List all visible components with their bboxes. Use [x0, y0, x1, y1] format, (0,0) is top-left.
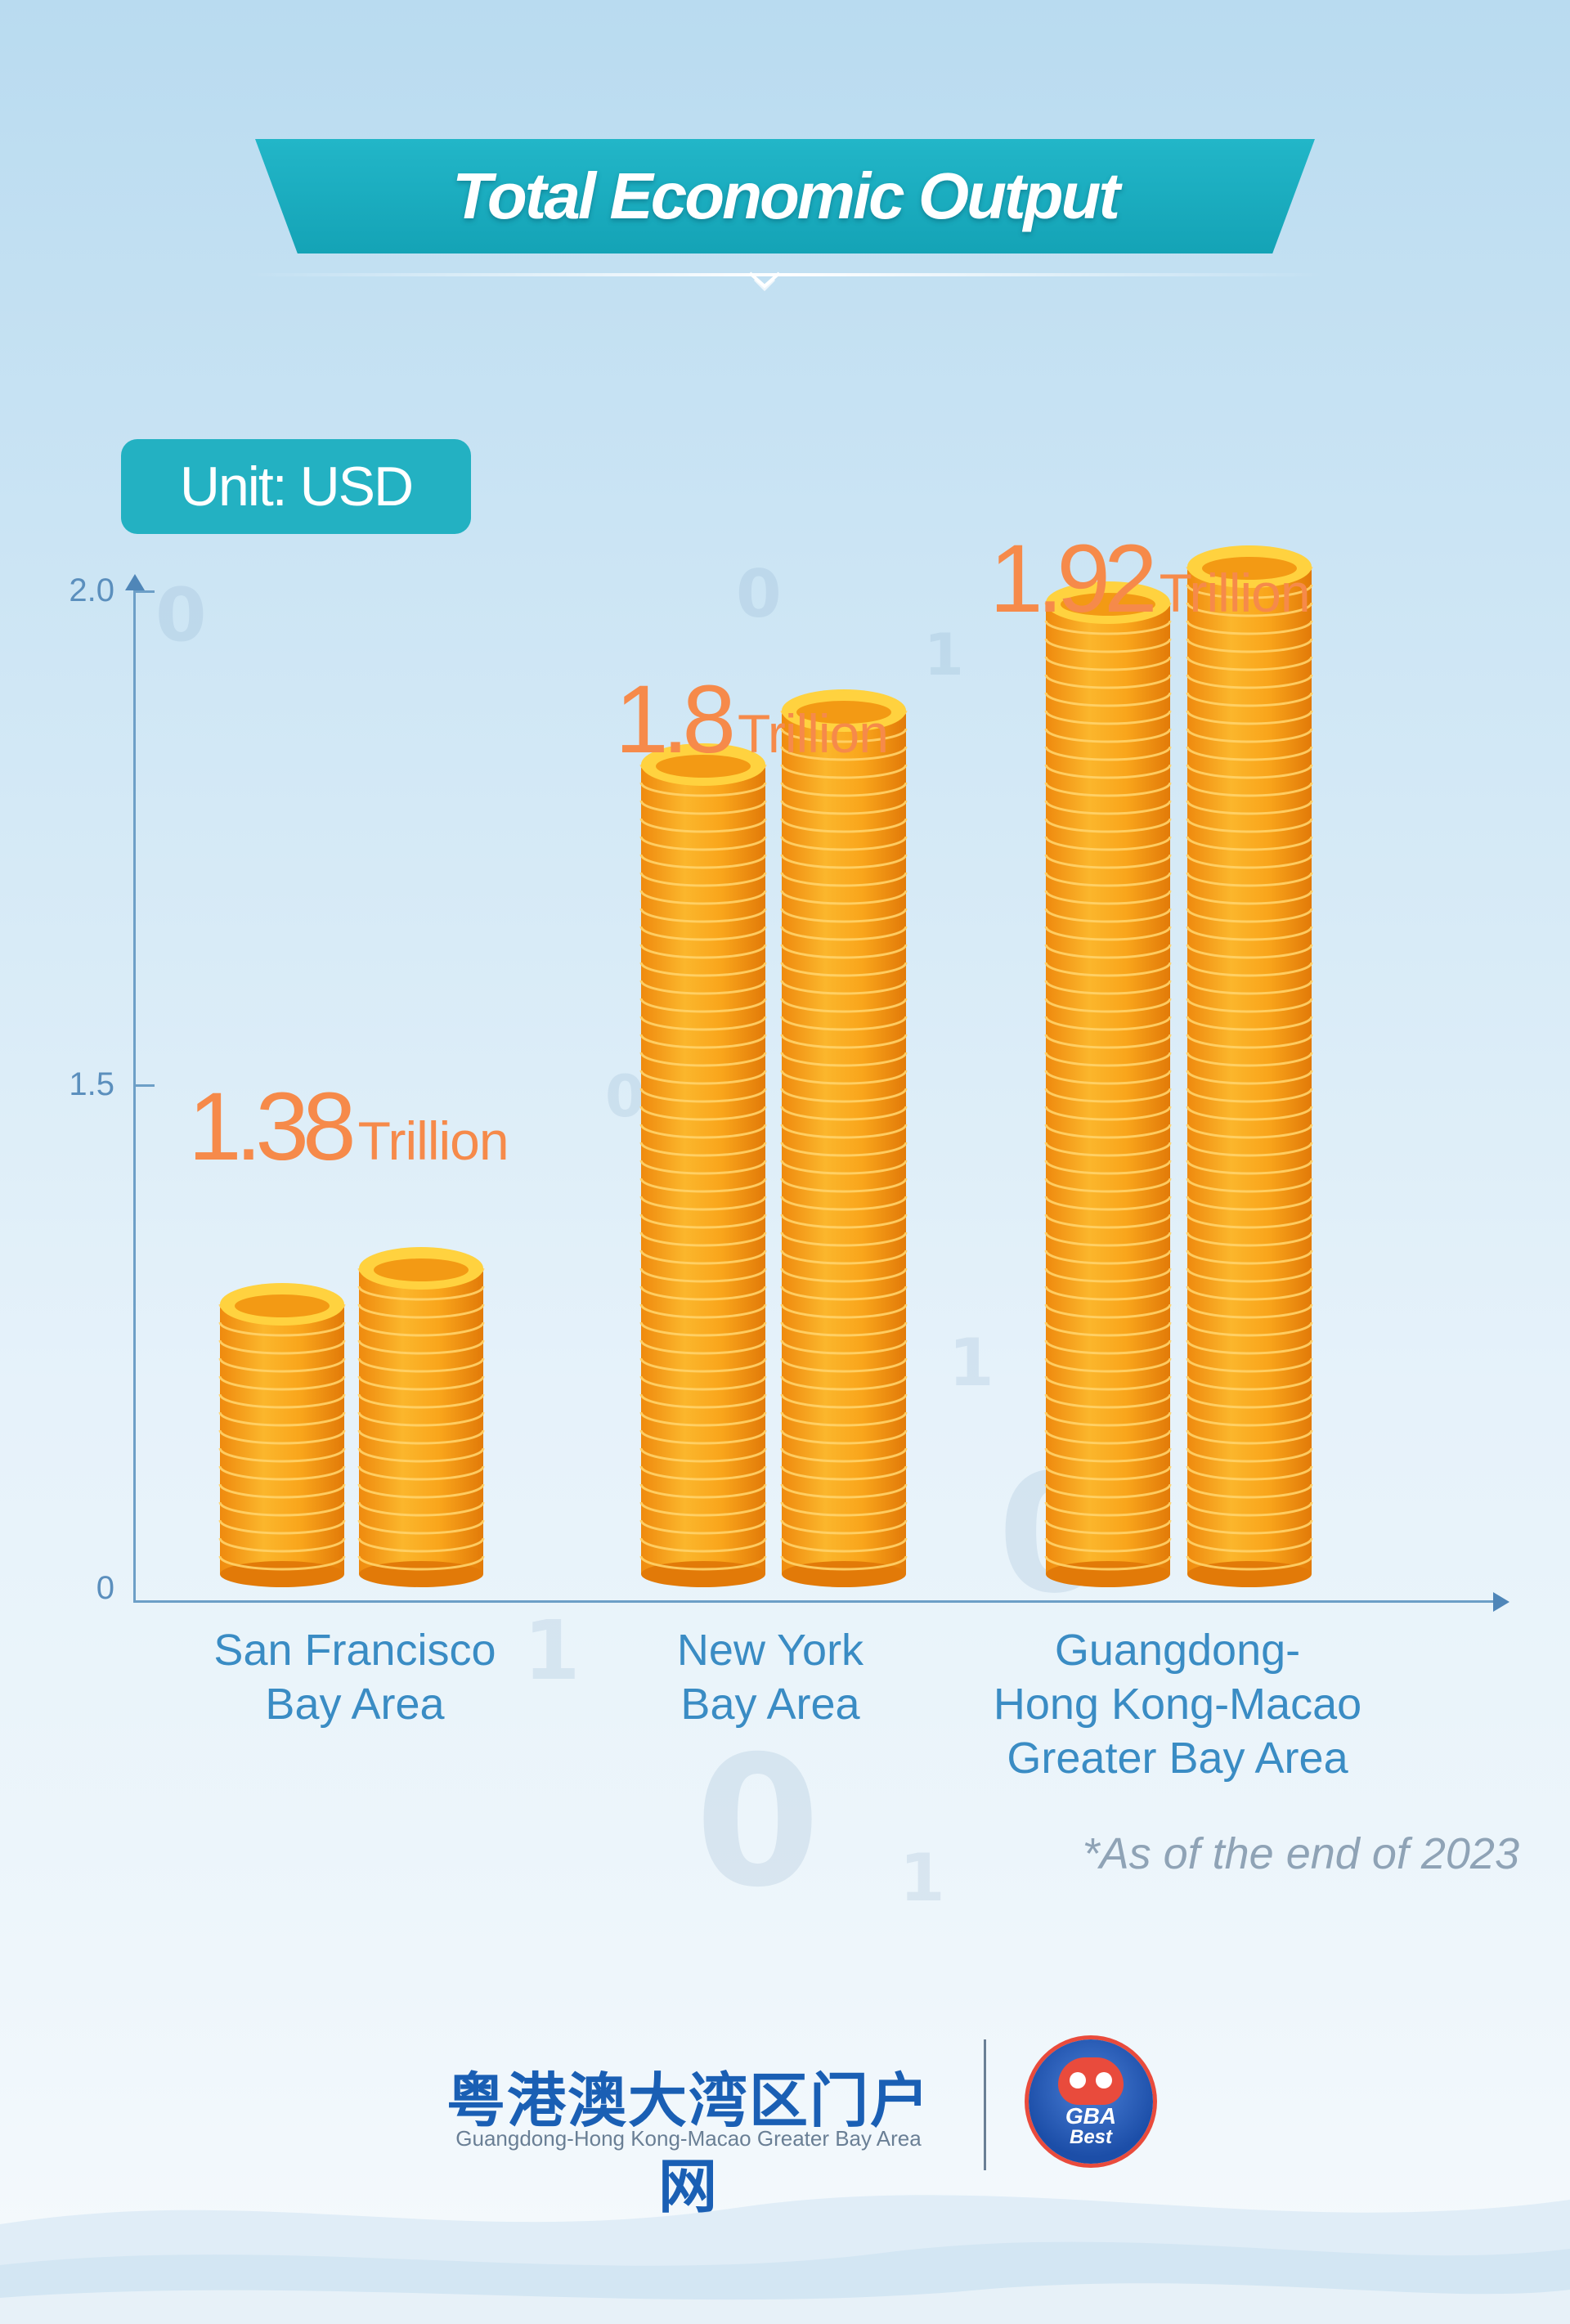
value-label-gba: 1.92 Trillion [989, 523, 1311, 635]
logo-text-gba: GBA [1065, 2103, 1117, 2129]
gba-best-logo-icon: GBA Best [1029, 2039, 1153, 2164]
footer-brand-cn: 粤港澳大湾区门户网 [446, 2069, 931, 2220]
coin-stack-icon [1186, 545, 1313, 1587]
y-axis [133, 585, 136, 1603]
y-tick-label: 2.0 [69, 572, 114, 608]
chevron-down-icon [748, 271, 781, 292]
value-number: 1.8 [615, 666, 736, 774]
footer-brand-en: Guangdong-Hong Kong-Macao Greater Bay Ar… [455, 2126, 922, 2151]
bottom-wave [0, 2195, 1570, 2324]
footer-divider [984, 2039, 986, 2170]
y-tick-mark [133, 1084, 155, 1087]
y-axis-arrow-icon [125, 574, 145, 590]
category-label-sf: San Francisco Bay Area [213, 1626, 496, 1729]
page-title: Total Economic Output [452, 159, 1120, 232]
coin-stack-icon [639, 743, 767, 1587]
value-unit: Trillion [357, 1110, 509, 1171]
banner-underline [245, 273, 1325, 276]
value-number: 1.38 [188, 1073, 357, 1181]
value-unit: Trillion [1159, 563, 1311, 623]
coin-stack-icon [357, 1247, 485, 1587]
category-label-ny: New York Bay Area [676, 1626, 864, 1729]
value-unit: Trillion [738, 703, 889, 764]
value-label-sf: 1.38 Trillion [188, 1071, 509, 1182]
value-number: 1.92 [989, 525, 1158, 633]
y-tick-label: 1.5 [69, 1066, 114, 1102]
x-axis [133, 1600, 1503, 1603]
unit-badge: Unit: USD [121, 439, 471, 534]
y-tick-label: 0 [96, 1570, 114, 1606]
coin-stack-icon [780, 689, 908, 1587]
y-tick-mark [133, 590, 155, 593]
category-label-gba: Guangdong- Hong Kong-Macao Greater Bay A… [993, 1626, 1362, 1783]
value-label-ny: 1.8 Trillion [615, 664, 889, 775]
footnote: *As of the end of 2023 [1082, 1829, 1519, 1878]
lion-face-icon [1058, 2057, 1124, 2105]
coin-stack-icon [218, 1283, 346, 1587]
title-banner [255, 139, 1315, 253]
coin-stack-icon [1044, 581, 1172, 1587]
logo-text-best: Best [1069, 2126, 1113, 2148]
x-axis-arrow-icon [1493, 1592, 1509, 1612]
